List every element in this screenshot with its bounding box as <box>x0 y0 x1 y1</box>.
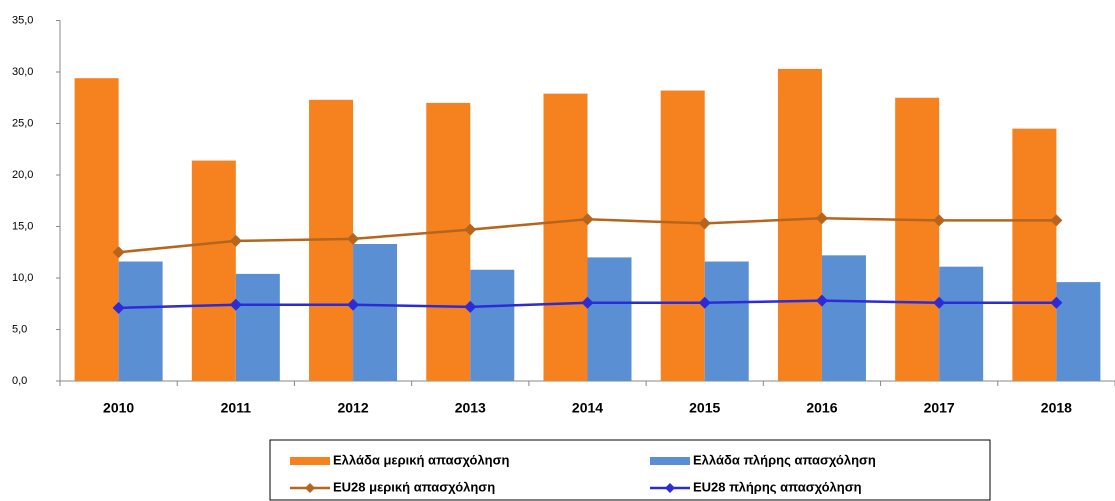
y-tick-label: 35,0 <box>12 14 33 26</box>
marker <box>698 217 711 230</box>
marker <box>581 213 594 226</box>
bar <box>587 257 632 381</box>
marker <box>347 232 360 245</box>
marker <box>1050 296 1063 309</box>
x-tick-label: 2012 <box>337 400 368 416</box>
marker <box>112 246 125 259</box>
bar <box>1012 128 1057 381</box>
bar <box>895 97 940 381</box>
legend-label: EU28 πλήρης απασχόληση <box>693 479 862 494</box>
bar <box>939 266 984 381</box>
marker <box>464 300 477 313</box>
bar <box>235 273 280 381</box>
y-tick-label: 15,0 <box>12 220 33 232</box>
x-tick-label: 2015 <box>689 400 720 416</box>
x-tick-label: 2016 <box>806 400 837 416</box>
legend-label: EU28 μερική απασχόληση <box>333 479 495 494</box>
legend-label: Ελλάδα μερική απασχόληση <box>333 452 510 467</box>
y-tick-label: 20,0 <box>12 169 33 181</box>
y-tick-label: 30,0 <box>12 66 33 78</box>
legend-label: Ελλάδα πλήρης απασχόληση <box>693 452 876 467</box>
x-tick-label: 2013 <box>455 400 486 416</box>
bar <box>191 160 236 381</box>
bar <box>704 261 749 381</box>
legend-marker <box>665 483 675 493</box>
marker <box>229 298 242 311</box>
bar <box>353 244 398 381</box>
bar <box>543 93 588 381</box>
marker <box>1050 214 1063 227</box>
bar <box>1056 282 1101 381</box>
y-tick-label: 5,0 <box>12 323 27 335</box>
marker <box>815 294 828 307</box>
x-tick-label: 2018 <box>1041 400 1072 416</box>
marker <box>933 214 946 227</box>
marker <box>815 212 828 225</box>
x-tick-label: 2017 <box>924 400 955 416</box>
legend-box <box>269 439 991 501</box>
bar <box>426 102 471 382</box>
bar <box>470 269 515 381</box>
x-tick-label: 2010 <box>103 400 134 416</box>
bar <box>118 261 163 381</box>
legend-swatch <box>290 457 330 465</box>
y-tick-label: 10,0 <box>12 272 33 284</box>
marker <box>698 296 711 309</box>
x-tick-label: 2011 <box>221 400 252 416</box>
x-tick-label: 2014 <box>572 400 603 416</box>
bar <box>660 90 705 381</box>
marker <box>229 234 242 247</box>
marker <box>933 296 946 309</box>
legend-swatch <box>650 457 690 465</box>
marker <box>347 298 360 311</box>
marker <box>464 223 477 236</box>
marker <box>581 296 594 309</box>
bar <box>74 78 119 382</box>
y-tick-label: 0,0 <box>12 375 27 387</box>
legend-marker <box>305 483 315 493</box>
marker <box>112 301 125 314</box>
bar <box>821 255 866 381</box>
y-tick-label: 25,0 <box>12 117 33 129</box>
bar <box>777 68 822 381</box>
